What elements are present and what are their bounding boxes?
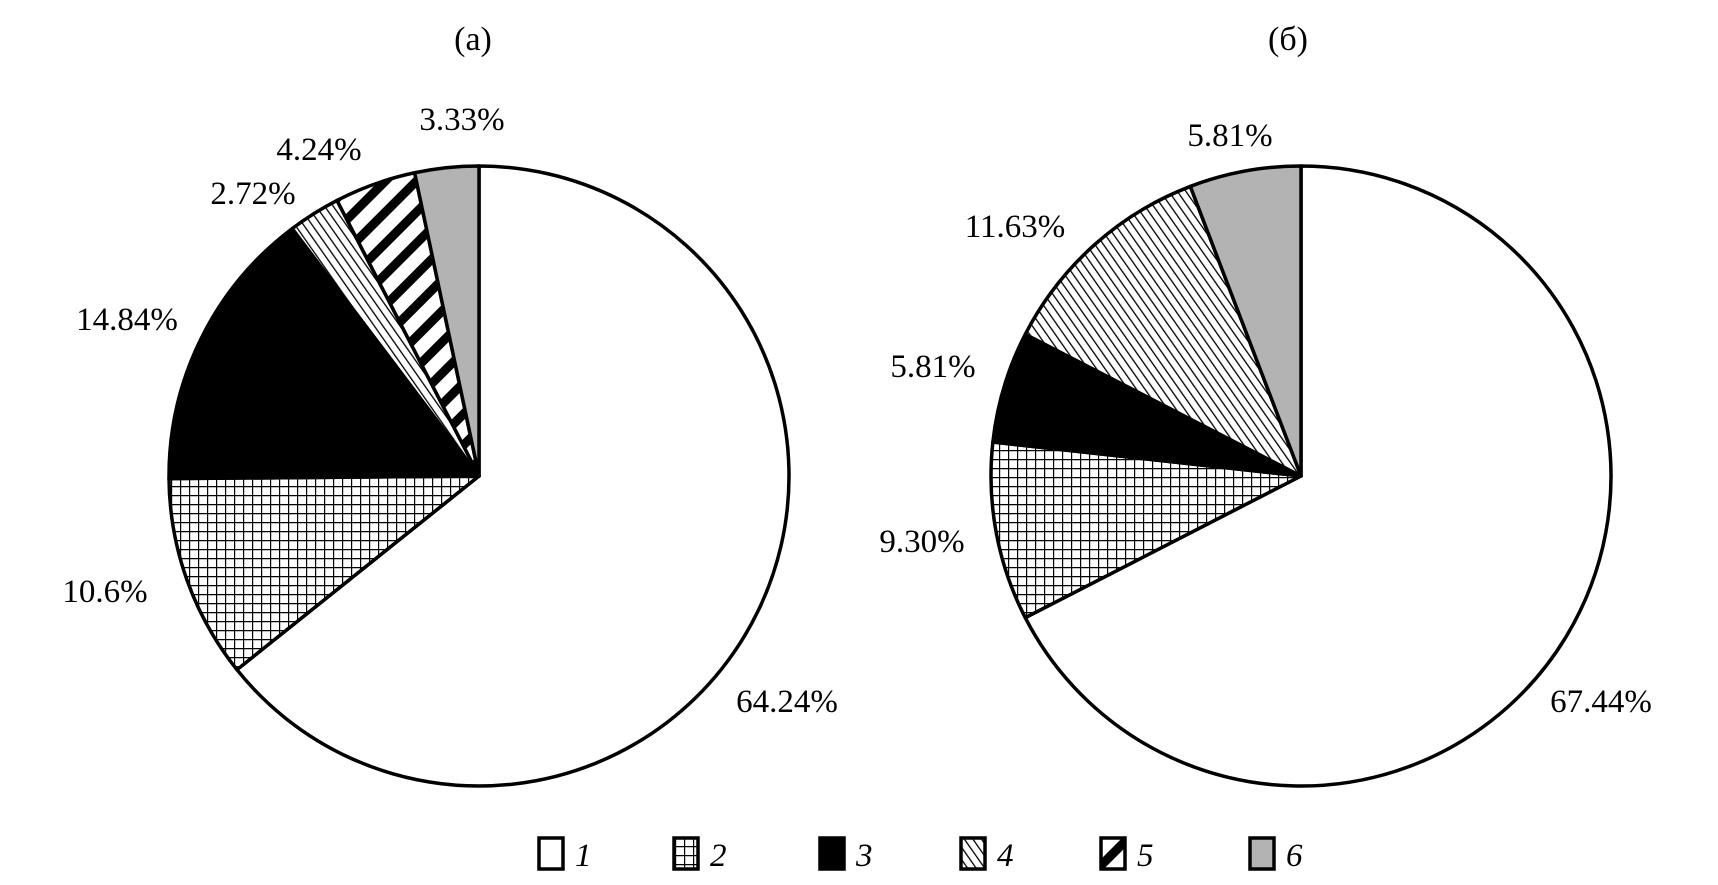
legend-label: 5 (1137, 838, 1154, 874)
legend-label: 2 (710, 838, 727, 874)
legend: 1 2 3 4 5 6 (537, 836, 1303, 874)
legend-label: 3 (855, 838, 873, 874)
legend-swatch (1248, 836, 1276, 871)
legend-swatch (1099, 836, 1127, 871)
slice-label: 5.81% (890, 349, 975, 385)
pie-slice-6 (412, 164, 481, 478)
legend-swatch (537, 836, 565, 871)
slice-label: 4.24% (276, 132, 361, 168)
slice-label: 67.44% (1550, 684, 1652, 720)
pie-title: (а) (454, 21, 492, 58)
pie-title: (б) (1268, 21, 1308, 58)
slice-label: 14.84% (76, 302, 178, 338)
pie-slice-1 (235, 164, 791, 788)
pie-slice-4 (1023, 184, 1303, 478)
slice-label: 11.63% (965, 209, 1066, 245)
legend-item-5: 5 (1099, 836, 1154, 874)
pie-chart-1: (а) 64.24% 10.6% 14.84% 2.72% 4.24% 3.33% (62, 21, 838, 788)
slice-label: 5.81% (1187, 118, 1272, 154)
legend-label: 4 (997, 838, 1014, 874)
legend-item-1: 1 (537, 836, 592, 874)
pie-slice-1 (1023, 164, 1613, 788)
legend-item-3: 3 (818, 836, 873, 874)
pie-slice-6 (1188, 164, 1303, 478)
legend-swatch (959, 836, 987, 871)
slice-label: 3.33% (419, 102, 504, 138)
legend-label: 6 (1286, 838, 1303, 874)
slice-label: 64.24% (736, 684, 838, 720)
pie-slice-2 (989, 440, 1303, 620)
slice-label: 2.72% (210, 176, 295, 212)
pie-chart-2: (б) 67.44% 9.30% 5.81% 11.63% 5.81% (879, 21, 1652, 788)
slice-label: 9.30% (879, 524, 964, 560)
legend-item-2: 2 (672, 836, 727, 874)
legend-label: 1 (575, 838, 592, 874)
pie-slice-3 (167, 226, 481, 481)
legend-swatch (672, 836, 700, 871)
slice-label: 10.6% (62, 574, 147, 610)
pie-slice-2 (167, 474, 481, 672)
legend-swatch (818, 836, 846, 871)
legend-item-6: 6 (1248, 836, 1303, 874)
legend-item-4: 4 (959, 836, 1014, 874)
